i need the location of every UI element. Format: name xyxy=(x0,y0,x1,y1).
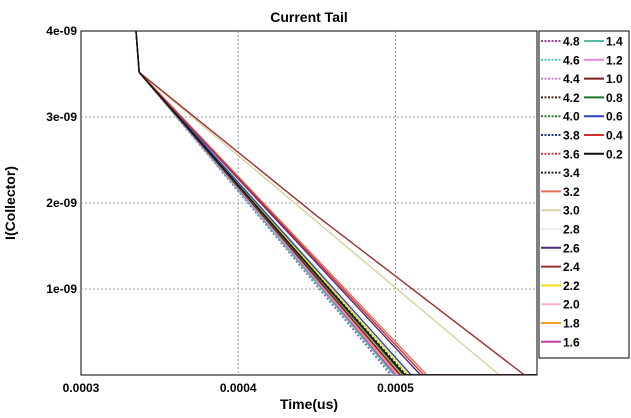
legend: 4.8 4.6 4.4 4.2 4.0 3.8 3.6 3.4 3.2 3.0 2.8 2.6 2.4 2… xyxy=(541,35,623,349)
legend-label: 1.6 xyxy=(563,335,580,349)
y-tick-label: 4e-09 xyxy=(46,24,77,38)
y-tick-label: 2e-09 xyxy=(46,196,77,210)
chart-title: Current Tail xyxy=(270,9,348,25)
legend-label: 3.8 xyxy=(563,129,580,143)
axis-ticks: 0.0003 0.0004 0.0005 1e-09 2e-09 3e-09 4e-09 xyxy=(46,24,414,395)
series-line-2-4 xyxy=(135,31,537,375)
y-axis-label: I(Collector) xyxy=(2,166,18,240)
x-tick-label: 0.0003 xyxy=(63,381,100,395)
legend-label: 0.8 xyxy=(606,91,623,105)
legend-label: 1.8 xyxy=(563,317,580,331)
grid-lines xyxy=(81,31,537,375)
legend-label: 2.6 xyxy=(563,241,580,255)
legend-label: 3.2 xyxy=(563,185,580,199)
legend-label: 3.6 xyxy=(563,147,580,161)
legend-label: 1.0 xyxy=(606,72,623,86)
x-axis-label: Time(us) xyxy=(280,396,338,412)
legend-label: 2.0 xyxy=(563,298,580,312)
legend-label: 2.4 xyxy=(563,260,580,274)
y-tick-label: 3e-09 xyxy=(46,110,77,124)
legend-label: 1.4 xyxy=(606,35,623,49)
x-tick-label: 0.0004 xyxy=(220,381,257,395)
x-tick-label: 0.0005 xyxy=(377,381,414,395)
legend-label: 3.4 xyxy=(563,166,580,180)
series-lines xyxy=(135,31,537,375)
legend-label: 0.4 xyxy=(606,129,623,143)
legend-label: 4.6 xyxy=(563,53,580,67)
y-tick-label: 1e-09 xyxy=(46,282,77,296)
legend-label: 0.6 xyxy=(606,110,623,124)
legend-label: 4.0 xyxy=(563,110,580,124)
legend-label: 4.2 xyxy=(563,91,580,105)
legend-label: 0.2 xyxy=(606,147,623,161)
legend-label: 1.2 xyxy=(606,53,623,67)
legend-label: 2.2 xyxy=(563,279,580,293)
legend-label: 2.8 xyxy=(563,223,580,237)
legend-label: 4.8 xyxy=(563,35,580,49)
legend-label: 4.4 xyxy=(563,72,580,86)
legend-label: 3.0 xyxy=(563,204,580,218)
series-line-0-2 xyxy=(135,31,537,375)
